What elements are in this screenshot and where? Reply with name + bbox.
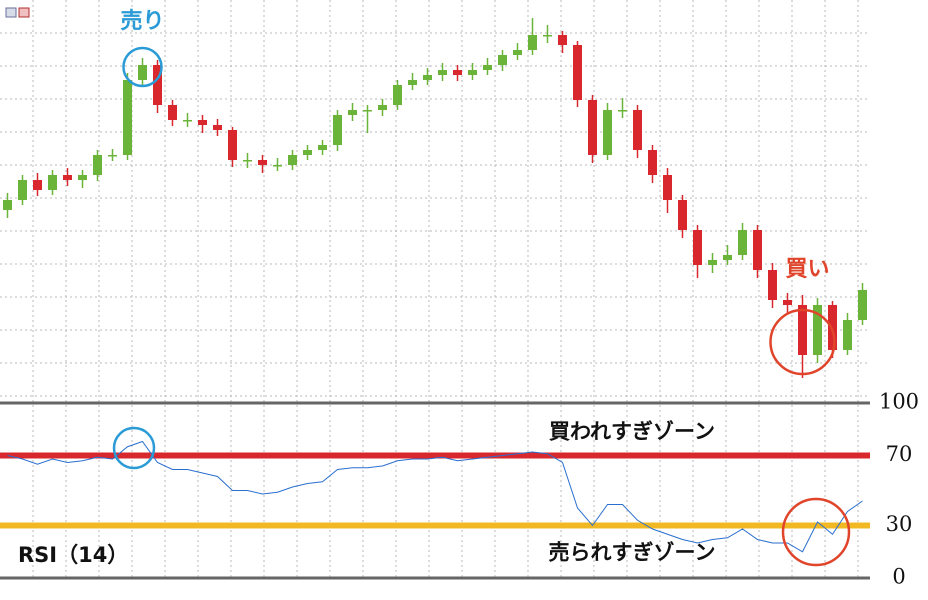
candle-body <box>738 230 747 255</box>
candle-body <box>678 200 687 230</box>
candle-body <box>393 85 402 105</box>
sell-circle-rsi <box>112 426 156 470</box>
candle-body <box>693 230 702 265</box>
candle-body <box>723 255 732 260</box>
buy-label: 買い <box>785 257 829 282</box>
candle-body <box>468 70 477 75</box>
candle-body <box>708 260 717 265</box>
candle-body <box>63 175 72 180</box>
candle-body <box>48 175 57 190</box>
candle-body <box>798 305 807 355</box>
candle-body <box>288 155 297 165</box>
y-tick-label: 100 <box>879 390 919 414</box>
candle-body <box>3 200 12 210</box>
candle-body <box>153 65 162 105</box>
candle-body <box>453 70 462 75</box>
candle-body <box>543 35 552 37</box>
candle-body <box>243 160 252 162</box>
candle-body <box>753 230 762 270</box>
sell-circle <box>122 46 163 88</box>
candle-body <box>648 150 657 175</box>
buy-circle-rsi <box>781 497 851 567</box>
candle-body <box>783 300 792 305</box>
candle-body <box>198 120 207 125</box>
candle-body <box>138 65 147 80</box>
candle-body <box>123 80 132 155</box>
candle-body <box>408 80 417 85</box>
candle-body <box>213 125 222 130</box>
candle-body <box>363 110 372 112</box>
candle-body <box>483 65 492 70</box>
candle-body <box>18 180 27 200</box>
candle-body <box>663 175 672 200</box>
candle-body <box>828 305 837 350</box>
candle-body <box>33 180 42 190</box>
buy-circle <box>769 308 836 376</box>
candle-body <box>303 150 312 155</box>
candle-body <box>498 55 507 65</box>
candle-body <box>108 155 117 157</box>
candle-body <box>858 290 867 320</box>
candle-body <box>93 155 102 175</box>
candle-body <box>183 120 192 122</box>
toolbar-icon <box>18 7 30 18</box>
candle-body <box>168 105 177 120</box>
candle-body <box>513 50 522 55</box>
candle-body <box>273 165 282 167</box>
sell-label: 売り <box>120 8 164 34</box>
candle-body <box>318 145 327 150</box>
candle-body <box>618 110 627 112</box>
candle-body <box>768 270 777 300</box>
candle-body <box>228 130 237 160</box>
y-tick-label: 30 <box>886 512 913 536</box>
candle-body <box>603 110 612 155</box>
candle-body <box>378 105 387 110</box>
candle-body <box>348 110 357 115</box>
candle-body <box>333 115 342 145</box>
candle-body <box>423 75 432 80</box>
candle-body <box>573 45 582 100</box>
overbought-label: 買われすぎゾーン <box>549 420 715 444</box>
candle-body <box>588 100 597 155</box>
candle-body <box>78 175 87 180</box>
candle-body <box>813 305 822 355</box>
y-tick-label: 70 <box>886 442 913 466</box>
rsi-line <box>7 440 863 553</box>
oversold-label: 売られすぎゾーン <box>549 541 716 565</box>
candle-body <box>438 70 447 75</box>
candle-body <box>258 160 267 165</box>
candle-body <box>633 110 642 150</box>
rsi-title: RSI（14） <box>18 543 128 567</box>
toolbar-icon <box>5 7 17 18</box>
y-tick-label: 0 <box>892 565 905 589</box>
candle-body <box>558 35 567 45</box>
candle-body <box>843 320 852 350</box>
candle-body <box>528 35 537 50</box>
